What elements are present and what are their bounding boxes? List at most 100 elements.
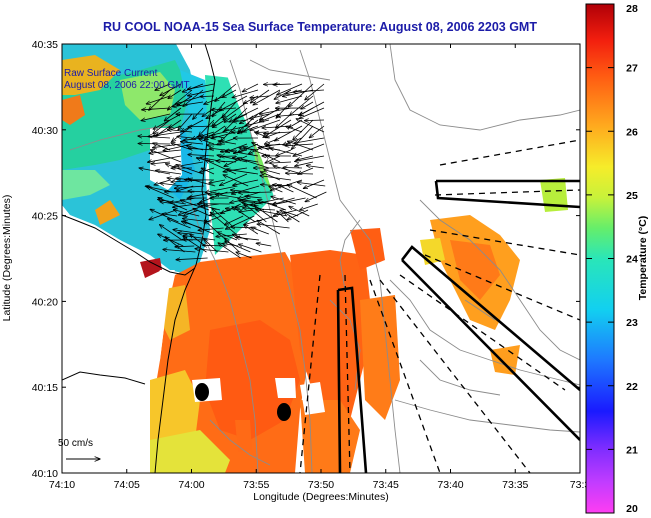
current-arrow [273,197,306,205]
current-arrow [249,113,270,119]
current-arrow [162,214,178,216]
current-arrow [169,119,182,128]
current-arrow [223,175,249,187]
current-arrow [199,119,215,136]
current-arrow [276,113,292,128]
current-arrow [258,200,287,211]
current-arrow [294,137,325,143]
current-arrow [209,179,226,183]
current-arrow [239,192,272,193]
annotation-line-2: August 08, 2006 22:00 GMT [64,80,190,91]
y-axis-ticks: 40:35 40:30 40:25 40:20 40:15 40:10 [32,39,580,480]
current-arrow [160,225,183,241]
current-arrow [226,150,259,157]
current-arrow [167,219,191,229]
current-arrow [305,191,327,202]
current-arrow [223,101,248,120]
y-tick-label: 40:35 [32,39,58,51]
x-tick-label: 73:45 [373,479,399,491]
y-tick-label: 40:10 [32,468,58,480]
current-arrow [153,143,171,151]
current-arrow [150,209,179,223]
current-arrow [176,258,208,260]
current-arrow [183,221,214,235]
current-arrow [224,155,248,166]
current-arrow [224,238,240,253]
current-arrow [180,200,210,211]
x-tick-label: 73:50 [308,479,334,491]
current-arrow [257,220,281,235]
y-tick-label: 40:15 [32,382,58,394]
current-arrow [147,187,174,199]
current-arrow [151,162,171,164]
current-arrow [206,107,226,118]
radar-footprint-boxes [336,179,580,473]
current-arrow [199,139,215,145]
current-arrow [265,155,281,163]
current-arrow [297,182,326,187]
current-arrow [198,227,224,230]
x-axis-label: Longitude (Degrees:Minutes) [253,491,388,503]
current-arrow [193,208,211,217]
current-arrow [236,252,252,259]
y-axis-label: Latitude (Degrees:Minutes) [1,195,13,322]
current-arrow [166,164,193,175]
current-arrow [218,141,237,145]
current-arrow [240,107,270,124]
current-arrow [233,149,248,153]
colorbar-tick-label: 20 [626,503,638,515]
current-arrow [188,89,215,96]
current-arrow [160,83,182,96]
annotation-line-1: Raw Surface Current [64,68,158,79]
current-arrow [200,96,215,97]
current-arrow [277,185,294,193]
current-arrow [286,126,303,133]
current-arrow [286,173,314,174]
current-arrow [224,215,244,225]
current-arrow [276,95,303,103]
current-arrow [148,155,182,162]
current-arrow [232,234,249,241]
colorbar-ticks: 28 27 26 25 24 23 22 21 20 [586,3,638,515]
colorbar-tick-label: 24 [626,254,638,266]
current-arrow [176,165,204,175]
current-arrow [163,249,196,253]
current-arrow [287,185,317,199]
colorbar-label: Temperature (°C) [637,216,649,301]
current-arrow [148,131,182,137]
current-arrow [155,83,171,90]
current-arrow [257,224,290,229]
x-tick-label: 74:05 [114,479,140,491]
current-arrow [288,83,314,107]
current-arrow [224,113,237,122]
current-arrow [207,144,226,145]
current-arrow [146,95,171,104]
colorbar-tick-label: 27 [626,63,638,75]
x-tick-label: 73:40 [437,479,463,491]
current-arrow [213,119,226,128]
current-arrow [306,166,325,169]
current-arrow [178,113,193,130]
current-arrow [187,83,215,89]
current-arrow [251,227,269,235]
current-arrow [261,172,281,181]
current-arrow [256,243,272,247]
land-mass [62,44,580,473]
current-arrow [271,196,296,205]
current-arrow [264,132,292,134]
current-arrow [280,210,299,217]
current-arrow [269,186,283,193]
current-arrow [217,232,238,241]
current-arrow [293,119,314,140]
current-arrow [289,206,310,217]
current-arrow [175,95,204,104]
y-tick-label: 40:20 [32,296,58,308]
current-arrow [173,230,203,235]
current-arrow [223,125,248,132]
current-arrow [255,132,270,139]
current-arrow [139,168,171,175]
current-arrow [211,135,226,139]
current-arrow [254,205,278,223]
station-marker [277,403,291,421]
current-arrow [295,155,325,162]
